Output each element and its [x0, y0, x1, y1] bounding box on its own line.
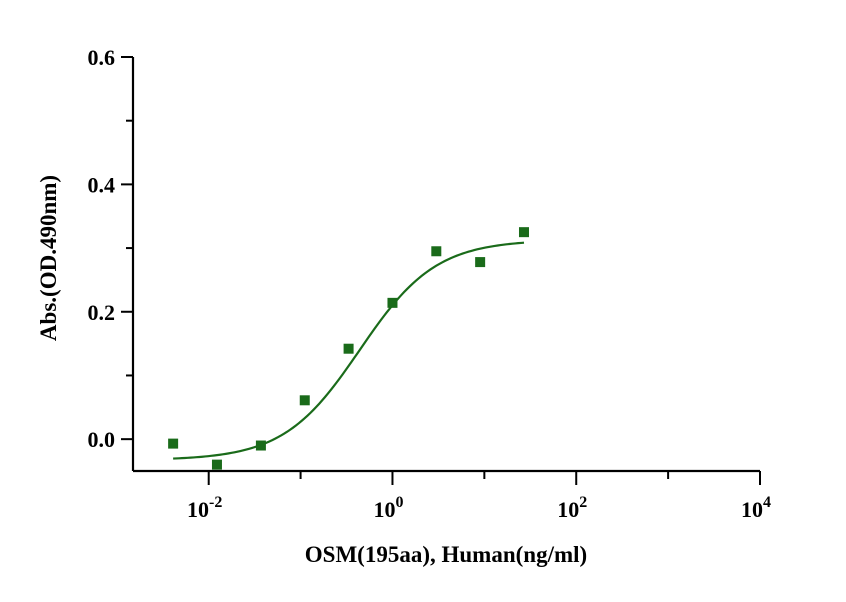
- data-point: [431, 246, 442, 257]
- x-tick-label: 104: [741, 494, 771, 522]
- y-tick-label: 0.2: [88, 300, 116, 325]
- x-axis-title: OSM(195aa), Human(ng/ml): [305, 542, 587, 567]
- x-tick-label: 102: [557, 494, 587, 522]
- y-tick-label: 0.6: [88, 45, 116, 70]
- x-axis: 10-2 100 102 104: [133, 469, 771, 522]
- data-point: [299, 395, 310, 406]
- y-axis-title: Abs.(OD.490nm): [36, 175, 61, 341]
- data-point: [211, 459, 222, 470]
- y-tick-label: 0.0: [88, 427, 116, 452]
- fit-curve: [173, 241, 525, 460]
- data-point: [255, 440, 266, 451]
- data-points: [168, 227, 529, 470]
- data-point: [387, 297, 398, 308]
- data-point: [168, 438, 179, 449]
- y-tick-label: 0.4: [88, 172, 116, 197]
- y-axis: 0.0 0.2 0.4 0.6: [88, 45, 135, 471]
- x-tick-label: 10-2: [187, 494, 222, 522]
- data-point: [518, 227, 529, 238]
- data-point: [343, 343, 354, 354]
- x-tick-label: 100: [373, 494, 403, 522]
- data-point: [475, 257, 486, 268]
